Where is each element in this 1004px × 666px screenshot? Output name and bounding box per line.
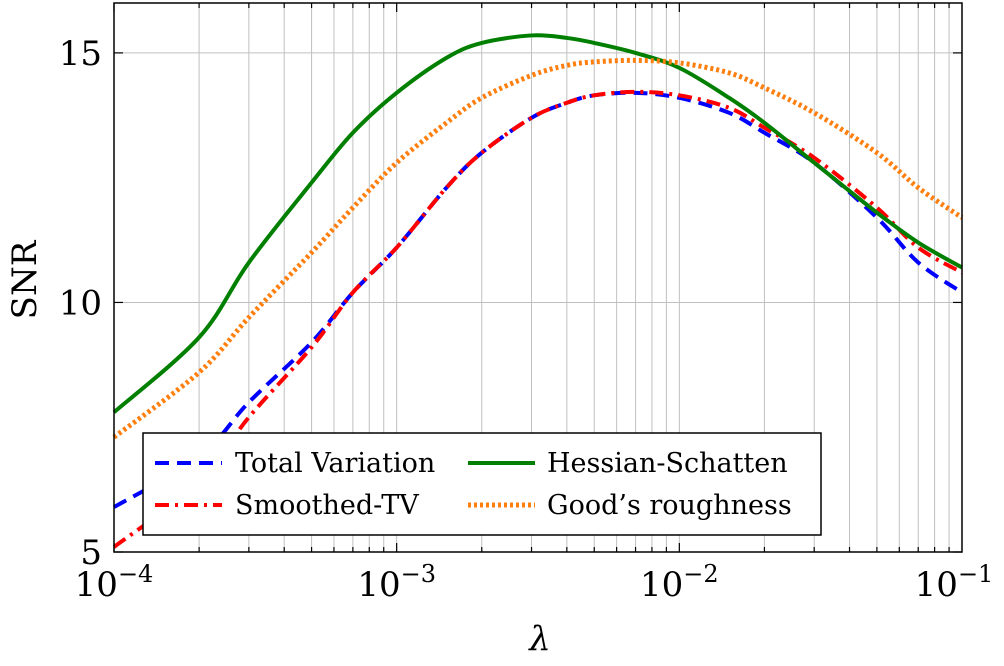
- x-tick-label: 10−1: [915, 560, 994, 605]
- x-tick-label: 10−3: [357, 560, 436, 605]
- legend-box: [142, 432, 822, 536]
- x-tick-label: 10−2: [640, 560, 719, 605]
- y-tick-label: 15: [59, 34, 102, 74]
- series-line-total-variation: [112, 90, 964, 509]
- legend-label-goods-roughness: Good’s roughness: [547, 490, 792, 521]
- series-line-good-s-roughness: [112, 57, 964, 440]
- x-axis-label: λ: [527, 619, 551, 659]
- y-tick-label: 10: [59, 283, 102, 323]
- plot-frame: [113, 2, 963, 553]
- series-line-hessian-schatten: [112, 33, 963, 414]
- tick-marks: [113, 3, 962, 553]
- legend-label-hessian-schatten: Hessian-Schatten: [547, 448, 788, 479]
- y-tick-label: 5: [80, 533, 102, 573]
- x-tick-label: 10−4: [75, 560, 154, 605]
- legend-label-smoothed-tv: Smoothed-TV: [235, 490, 419, 521]
- legend: Total Variation Hessian-Schatten Smoothe…: [142, 432, 822, 536]
- series-lines: [112, 33, 964, 549]
- legend-label-total-variation: Total Variation: [235, 448, 435, 479]
- series-line-smoothed-tv: [112, 89, 963, 549]
- tick-labels: 5 10 15 10−4 10−3 10−2 10−1: [59, 34, 994, 605]
- y-axis-label: SNR: [5, 239, 45, 319]
